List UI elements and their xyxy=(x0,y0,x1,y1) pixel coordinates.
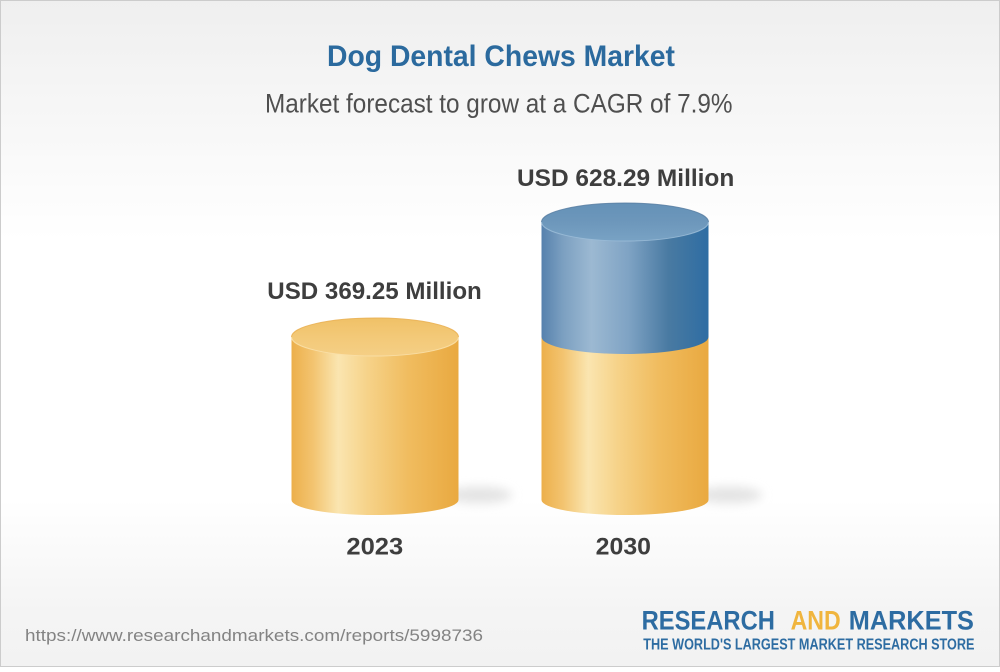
svg-text:Market forecast to grow at a C: Market forecast to grow at a CAGR of 7.9… xyxy=(265,89,733,119)
svg-text:Dog Dental Chews Market: Dog Dental Chews Market xyxy=(327,40,675,73)
svg-text:2030: 2030 xyxy=(596,533,651,560)
svg-text:2023: 2023 xyxy=(346,533,403,560)
svg-text:USD 628.29 Million: USD 628.29 Million xyxy=(517,165,734,192)
svg-text:https://www.researchandmarkets: https://www.researchandmarkets.com/repor… xyxy=(25,626,483,645)
svg-text:MARKETS: MARKETS xyxy=(849,605,974,635)
svg-text:THE WORLD'S LARGEST MARKET RES: THE WORLD'S LARGEST MARKET RESEARCH STOR… xyxy=(643,637,974,654)
svg-text:RESEARCH: RESEARCH xyxy=(642,605,775,635)
svg-text:AND: AND xyxy=(791,605,841,635)
svg-text:USD 369.25 Million: USD 369.25 Million xyxy=(267,278,482,305)
